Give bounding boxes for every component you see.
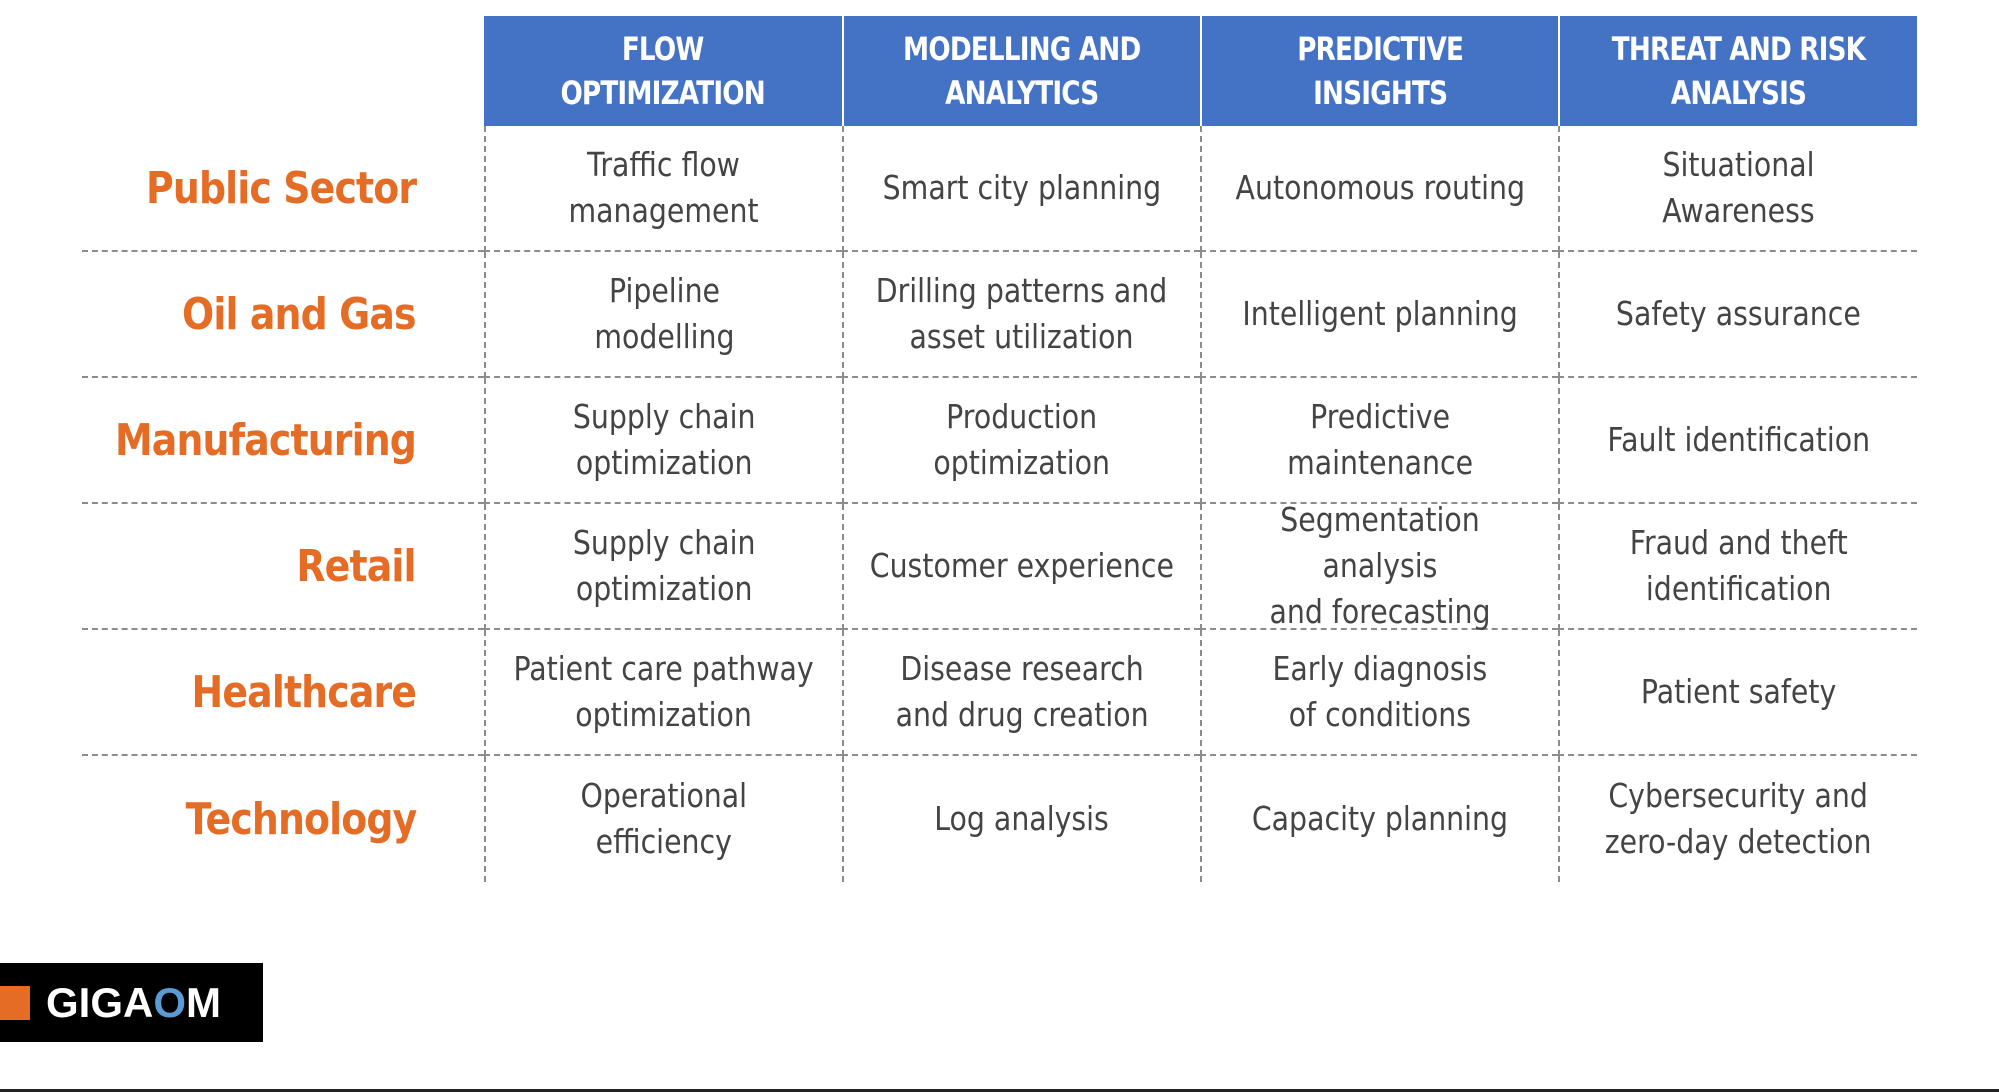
row-label-retail: Retail — [82, 504, 484, 630]
cell-text: Disease research and drug creation — [895, 649, 1149, 734]
table-cell: Operational efficiency — [484, 756, 842, 882]
row-label-text: Retail — [296, 540, 417, 592]
cell-text: Capacity planning — [1251, 799, 1509, 838]
row-label-technology: Technology — [82, 756, 484, 882]
cell-text: Early diagnosis of conditions — [1272, 649, 1488, 734]
column-header-modelling-analytics: MODELLING AND ANALYTICS — [842, 16, 1200, 126]
table-cell: Segmentation analysis and forecasting — [1200, 500, 1558, 631]
row-label-text: Healthcare — [191, 666, 416, 718]
table-cell: Autonomous routing — [1200, 126, 1558, 252]
cell-text: Predictive maintenance — [1287, 397, 1473, 482]
cell-text: Operational efficiency — [580, 776, 748, 861]
column-header-label: THREAT AND RISK ANALYSIS — [1611, 30, 1866, 112]
column-header-label: FLOW OPTIMIZATION — [560, 30, 766, 112]
cell-text: Production optimization — [933, 397, 1111, 482]
table-cell: Safety assurance — [1558, 252, 1917, 378]
table-corner — [82, 16, 484, 126]
logo-text-part: M — [186, 978, 222, 1026]
gigaom-logo: GIGAOM — [0, 963, 263, 1042]
table-cell: Capacity planning — [1200, 756, 1558, 882]
use-case-table: FLOW OPTIMIZATION MODELLING AND ANALYTIC… — [82, 16, 1917, 882]
column-header-label: PREDICTIVE INSIGHTS — [1297, 30, 1464, 112]
bottom-divider — [0, 1089, 1999, 1092]
table-cell: Patient safety — [1558, 630, 1917, 756]
row-label-healthcare: Healthcare — [82, 630, 484, 756]
cell-text: Cybersecurity and zero-day detection — [1605, 776, 1872, 861]
column-header-label: MODELLING AND ANALYTICS — [903, 30, 1141, 112]
table-cell: Traffic flow management — [484, 126, 842, 252]
table-cell: Fault identification — [1558, 378, 1917, 504]
cell-text: Supply chain optimization — [572, 523, 756, 608]
row-label-manufacturing: Manufacturing — [82, 378, 484, 504]
table-cell: Customer experience — [842, 504, 1200, 630]
logo-text-part: GIGA — [46, 978, 154, 1026]
table-cell: Early diagnosis of conditions — [1200, 630, 1558, 756]
table-cell: Fraud and theft identification — [1558, 504, 1917, 630]
row-label-public-sector: Public Sector — [82, 126, 484, 252]
table-cell: Disease research and drug creation — [842, 630, 1200, 756]
logo-text-accent: O — [153, 978, 187, 1026]
table-cell: Supply chain optimization — [484, 378, 842, 504]
column-header-predictive-insights: PREDICTIVE INSIGHTS — [1200, 16, 1558, 126]
cell-text: Safety assurance — [1616, 294, 1861, 333]
cell-text: Situational Awareness — [1662, 145, 1815, 230]
cell-text: Fraud and theft identification — [1629, 523, 1848, 608]
cell-text: Traffic flow management — [568, 145, 760, 230]
cell-text: Autonomous routing — [1235, 168, 1525, 207]
table-cell: Smart city planning — [842, 126, 1200, 252]
column-header-flow-optimization: FLOW OPTIMIZATION — [484, 16, 842, 126]
table-cell: Log analysis — [842, 756, 1200, 882]
cell-text: Customer experience — [869, 546, 1175, 585]
logo-square-icon — [0, 985, 30, 1020]
table-cell: Drilling patterns and asset utilization — [842, 252, 1200, 378]
logo-wordmark: GIGAOM — [46, 979, 221, 1027]
table-cell: Cybersecurity and zero-day detection — [1558, 756, 1917, 882]
row-label-text: Oil and Gas — [182, 288, 417, 340]
table-cell: Predictive maintenance — [1200, 378, 1558, 504]
cell-text: Patient safety — [1640, 672, 1837, 711]
cell-text: Supply chain optimization — [572, 397, 756, 482]
cell-text: Log analysis — [934, 799, 1110, 838]
cell-text: Fault identification — [1607, 420, 1870, 459]
cell-text: Smart city planning — [882, 168, 1162, 207]
table-cell: Production optimization — [842, 378, 1200, 504]
table-cell: Patient care pathway optimization — [484, 630, 842, 756]
table-cell: Intelligent planning — [1200, 252, 1558, 378]
table-cell: Pipeline modelling — [484, 252, 842, 378]
table-cell: Situational Awareness — [1558, 126, 1917, 252]
cell-text: Pipeline modelling — [593, 271, 735, 356]
row-label-text: Manufacturing — [115, 414, 417, 466]
cell-text: Intelligent planning — [1242, 294, 1518, 333]
row-label-text: Public Sector — [145, 162, 417, 214]
cell-text: Drilling patterns and asset utilization — [876, 271, 1168, 356]
row-label-oil-and-gas: Oil and Gas — [82, 252, 484, 378]
row-label-text: Technology — [185, 793, 417, 845]
cell-text: Patient care pathway optimization — [513, 649, 815, 734]
column-header-threat-risk-analysis: THREAT AND RISK ANALYSIS — [1558, 16, 1917, 126]
cell-text: Segmentation analysis and forecasting — [1269, 500, 1491, 631]
table-cell: Supply chain optimization — [484, 504, 842, 630]
